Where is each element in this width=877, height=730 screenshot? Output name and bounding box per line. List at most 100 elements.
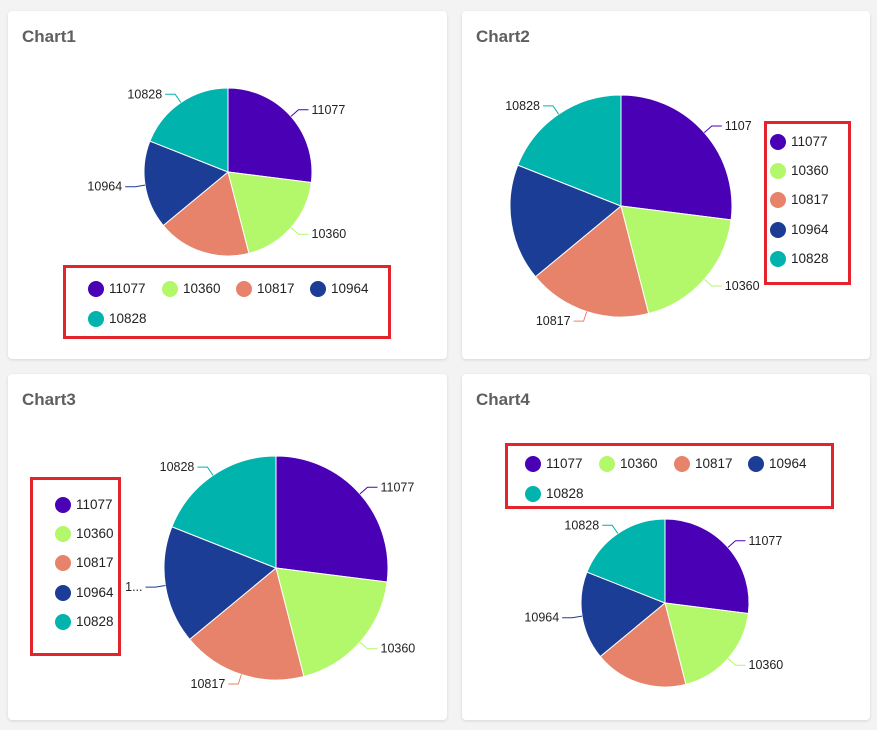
data-label: 11077 — [381, 480, 415, 494]
chart-card-2: Chart2 1107 10360 10817 10828 11077 10360 1… — [462, 11, 870, 359]
leader-line — [727, 658, 746, 666]
chart-title: Chart1 — [22, 27, 76, 46]
pie-slice-10964[interactable] — [580, 571, 666, 658]
legend-marker — [88, 311, 104, 327]
data-label: 10817 — [536, 314, 571, 328]
leader-line — [359, 641, 378, 650]
data-label: 10964 — [524, 611, 559, 625]
pie-chart-2: 1107 10360 10817 10828 — [505, 94, 760, 328]
pie-slice-10828[interactable] — [171, 455, 277, 569]
data-label: 1107 — [725, 119, 752, 133]
legend-label: 10817 — [791, 192, 829, 207]
pie-slice-10817[interactable] — [162, 171, 250, 257]
legend-marker — [525, 486, 541, 502]
pie-chart-3: 11077 10360 10817 1... 10828 — [125, 455, 415, 691]
pie-slice-10360[interactable] — [227, 171, 312, 254]
leader-line — [562, 615, 583, 619]
leader-line — [125, 184, 146, 188]
legend-label: 10360 — [76, 526, 114, 541]
pie-slice-10828[interactable] — [586, 518, 666, 604]
pie-slice-10817[interactable] — [188, 567, 305, 681]
leader-line — [165, 93, 182, 103]
data-label: 11077 — [312, 103, 346, 117]
data-label: 11077 — [749, 534, 783, 548]
chart-title: Chart4 — [476, 390, 530, 409]
legend-label: 11077 — [791, 134, 828, 149]
pie-slice-10360[interactable] — [664, 602, 749, 685]
pie-slice-10964[interactable] — [509, 164, 622, 278]
legend-label: 10828 — [546, 486, 584, 501]
legend-highlight-box: 11077 10360 10817 10964 10828 — [30, 477, 121, 656]
legend-marker — [162, 281, 178, 297]
pie-slice-11077[interactable] — [620, 94, 733, 221]
legend-marker — [55, 526, 71, 542]
legend-label: 10360 — [791, 163, 829, 178]
legend-highlight-box: 11077 10360 10817 10964 10828 — [764, 121, 851, 285]
legend-label: 11077 — [109, 281, 146, 296]
leader-line — [228, 674, 242, 685]
leader-line — [703, 279, 722, 287]
legend-label: 10964 — [331, 281, 369, 296]
legend-label: 10828 — [76, 614, 114, 629]
data-label: 1... — [125, 580, 142, 594]
legend-label: 10964 — [76, 585, 114, 600]
legend-label: 10360 — [183, 281, 221, 296]
legend-marker — [88, 281, 104, 297]
pie-chart-4: 11077 10360 10964 10828 — [524, 518, 784, 688]
legend-marker — [770, 251, 786, 267]
legend-label: 10817 — [257, 281, 295, 296]
legend-label: 10360 — [620, 456, 658, 471]
chart-title: Chart2 — [476, 27, 530, 46]
data-label: 10360 — [725, 279, 760, 293]
data-label: 10828 — [160, 460, 195, 474]
pie-slice-11077[interactable] — [664, 518, 750, 615]
legend-marker — [770, 163, 786, 179]
data-label: 10964 — [87, 180, 122, 194]
pie-chart-1: 11077 10360 10964 10828 — [87, 87, 347, 257]
leader-line — [703, 125, 722, 133]
leader-line — [145, 585, 166, 588]
pie-slice-10964[interactable] — [143, 140, 229, 227]
legend-highlight-box: 11077 10360 10817 10964 10828 — [505, 443, 834, 509]
leader-line — [197, 466, 214, 476]
chart-card-3: Chart3 11077 10360 10817 1... 10828 11077 10… — [8, 374, 447, 720]
leader-line — [573, 311, 588, 322]
legend-marker — [748, 456, 764, 472]
chart-title: Chart3 — [22, 390, 76, 409]
legend-marker — [770, 222, 786, 238]
legend-label: 10828 — [791, 251, 829, 266]
legend-marker — [55, 585, 71, 601]
chart-card-1: Chart1 11077 10360 10964 10828 11077 10360 … — [8, 11, 447, 359]
legend-marker — [674, 456, 690, 472]
leader-line — [290, 227, 309, 235]
leader-line — [359, 486, 378, 495]
legend-marker — [770, 134, 786, 150]
leader-line — [602, 524, 619, 534]
legend-marker — [525, 456, 541, 472]
data-label: 10360 — [312, 227, 347, 241]
pie-slice-11077[interactable] — [227, 87, 313, 184]
legend-marker — [55, 614, 71, 630]
legend-label: 10828 — [109, 311, 147, 326]
legend-marker — [310, 281, 326, 297]
legend-highlight-box: 11077 10360 10817 10964 10828 — [63, 265, 391, 339]
legend-marker — [55, 555, 71, 571]
data-label: 10828 — [127, 87, 162, 101]
leader-line — [727, 540, 746, 548]
legend-label: 10964 — [791, 222, 829, 237]
data-label: 10828 — [564, 518, 599, 532]
data-label: 10360 — [749, 658, 784, 672]
pie-slice-10360[interactable] — [620, 205, 732, 315]
leader-line — [290, 109, 309, 117]
legend-marker — [236, 281, 252, 297]
pie-slice-10360[interactable] — [275, 567, 388, 678]
data-label: 10817 — [191, 677, 226, 691]
data-label: 10828 — [505, 99, 540, 113]
pie-slice-10828[interactable] — [149, 87, 229, 173]
pie-slice-10817[interactable] — [599, 602, 687, 688]
chart-card-4: Chart4 11077 10360 10964 10828 11077 10360 … — [462, 374, 870, 720]
legend-label: 10817 — [76, 555, 114, 570]
legend-label: 11077 — [76, 497, 113, 512]
pie-slice-11077[interactable] — [275, 455, 389, 583]
pie-slice-10817[interactable] — [534, 205, 650, 318]
